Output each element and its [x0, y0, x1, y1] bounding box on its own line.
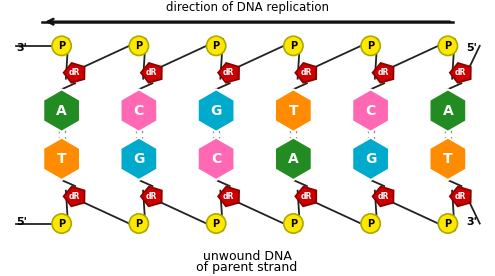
Circle shape [438, 36, 457, 55]
Text: P: P [290, 219, 297, 229]
Polygon shape [120, 137, 157, 180]
Circle shape [438, 214, 457, 233]
Circle shape [52, 36, 71, 55]
Polygon shape [430, 89, 466, 132]
Text: dR: dR [300, 68, 312, 77]
Text: P: P [212, 219, 220, 229]
Polygon shape [218, 63, 239, 83]
Polygon shape [430, 137, 466, 180]
Text: P: P [445, 219, 451, 229]
Text: C: C [211, 152, 221, 166]
Text: 5': 5' [17, 217, 27, 227]
Text: dR: dR [68, 68, 80, 77]
Text: T: T [57, 152, 66, 166]
Circle shape [361, 214, 380, 233]
Text: of parent strand: of parent strand [197, 261, 297, 274]
Text: unwound DNA: unwound DNA [202, 250, 292, 263]
Text: dR: dR [300, 192, 312, 201]
Text: A: A [443, 104, 453, 118]
Text: 3': 3' [17, 43, 27, 53]
Circle shape [284, 36, 303, 55]
Text: G: G [210, 104, 222, 118]
Polygon shape [352, 137, 389, 180]
Text: P: P [212, 41, 220, 51]
Text: dR: dR [378, 68, 389, 77]
Polygon shape [198, 89, 235, 132]
Text: P: P [135, 219, 143, 229]
Circle shape [361, 36, 380, 55]
Text: direction of DNA replication: direction of DNA replication [165, 1, 329, 14]
Text: dR: dR [223, 192, 234, 201]
Text: P: P [367, 219, 374, 229]
Polygon shape [120, 89, 157, 132]
Text: G: G [133, 152, 145, 166]
Text: dR: dR [378, 192, 389, 201]
Polygon shape [373, 187, 394, 206]
Circle shape [129, 36, 148, 55]
Text: P: P [135, 41, 143, 51]
Polygon shape [275, 137, 312, 180]
Circle shape [129, 214, 148, 233]
Text: T: T [289, 104, 298, 118]
Polygon shape [352, 89, 389, 132]
Polygon shape [63, 187, 85, 206]
Text: G: G [365, 152, 376, 166]
Text: dR: dR [146, 68, 157, 77]
Polygon shape [296, 187, 316, 206]
Circle shape [206, 36, 226, 55]
Text: P: P [367, 41, 374, 51]
Circle shape [284, 214, 303, 233]
Text: P: P [290, 41, 297, 51]
Text: C: C [134, 104, 144, 118]
Polygon shape [141, 63, 162, 83]
Polygon shape [43, 89, 80, 132]
Text: P: P [445, 41, 451, 51]
Polygon shape [450, 63, 471, 83]
Text: dR: dR [68, 192, 80, 201]
Polygon shape [450, 187, 471, 206]
Text: dR: dR [146, 192, 157, 201]
Text: dR: dR [223, 68, 234, 77]
Text: T: T [443, 152, 453, 166]
Polygon shape [63, 63, 85, 83]
Text: dR: dR [455, 68, 466, 77]
Polygon shape [218, 187, 239, 206]
Polygon shape [296, 63, 316, 83]
Text: A: A [288, 152, 299, 166]
Circle shape [206, 214, 226, 233]
Polygon shape [141, 187, 162, 206]
Text: P: P [58, 41, 65, 51]
Text: dR: dR [455, 192, 466, 201]
Polygon shape [373, 63, 394, 83]
Text: P: P [58, 219, 65, 229]
Polygon shape [275, 89, 312, 132]
Text: C: C [365, 104, 376, 118]
Polygon shape [43, 137, 80, 180]
Text: A: A [56, 104, 67, 118]
Text: 5': 5' [467, 43, 478, 53]
Circle shape [52, 214, 71, 233]
Text: 3': 3' [467, 217, 478, 227]
Polygon shape [198, 137, 235, 180]
